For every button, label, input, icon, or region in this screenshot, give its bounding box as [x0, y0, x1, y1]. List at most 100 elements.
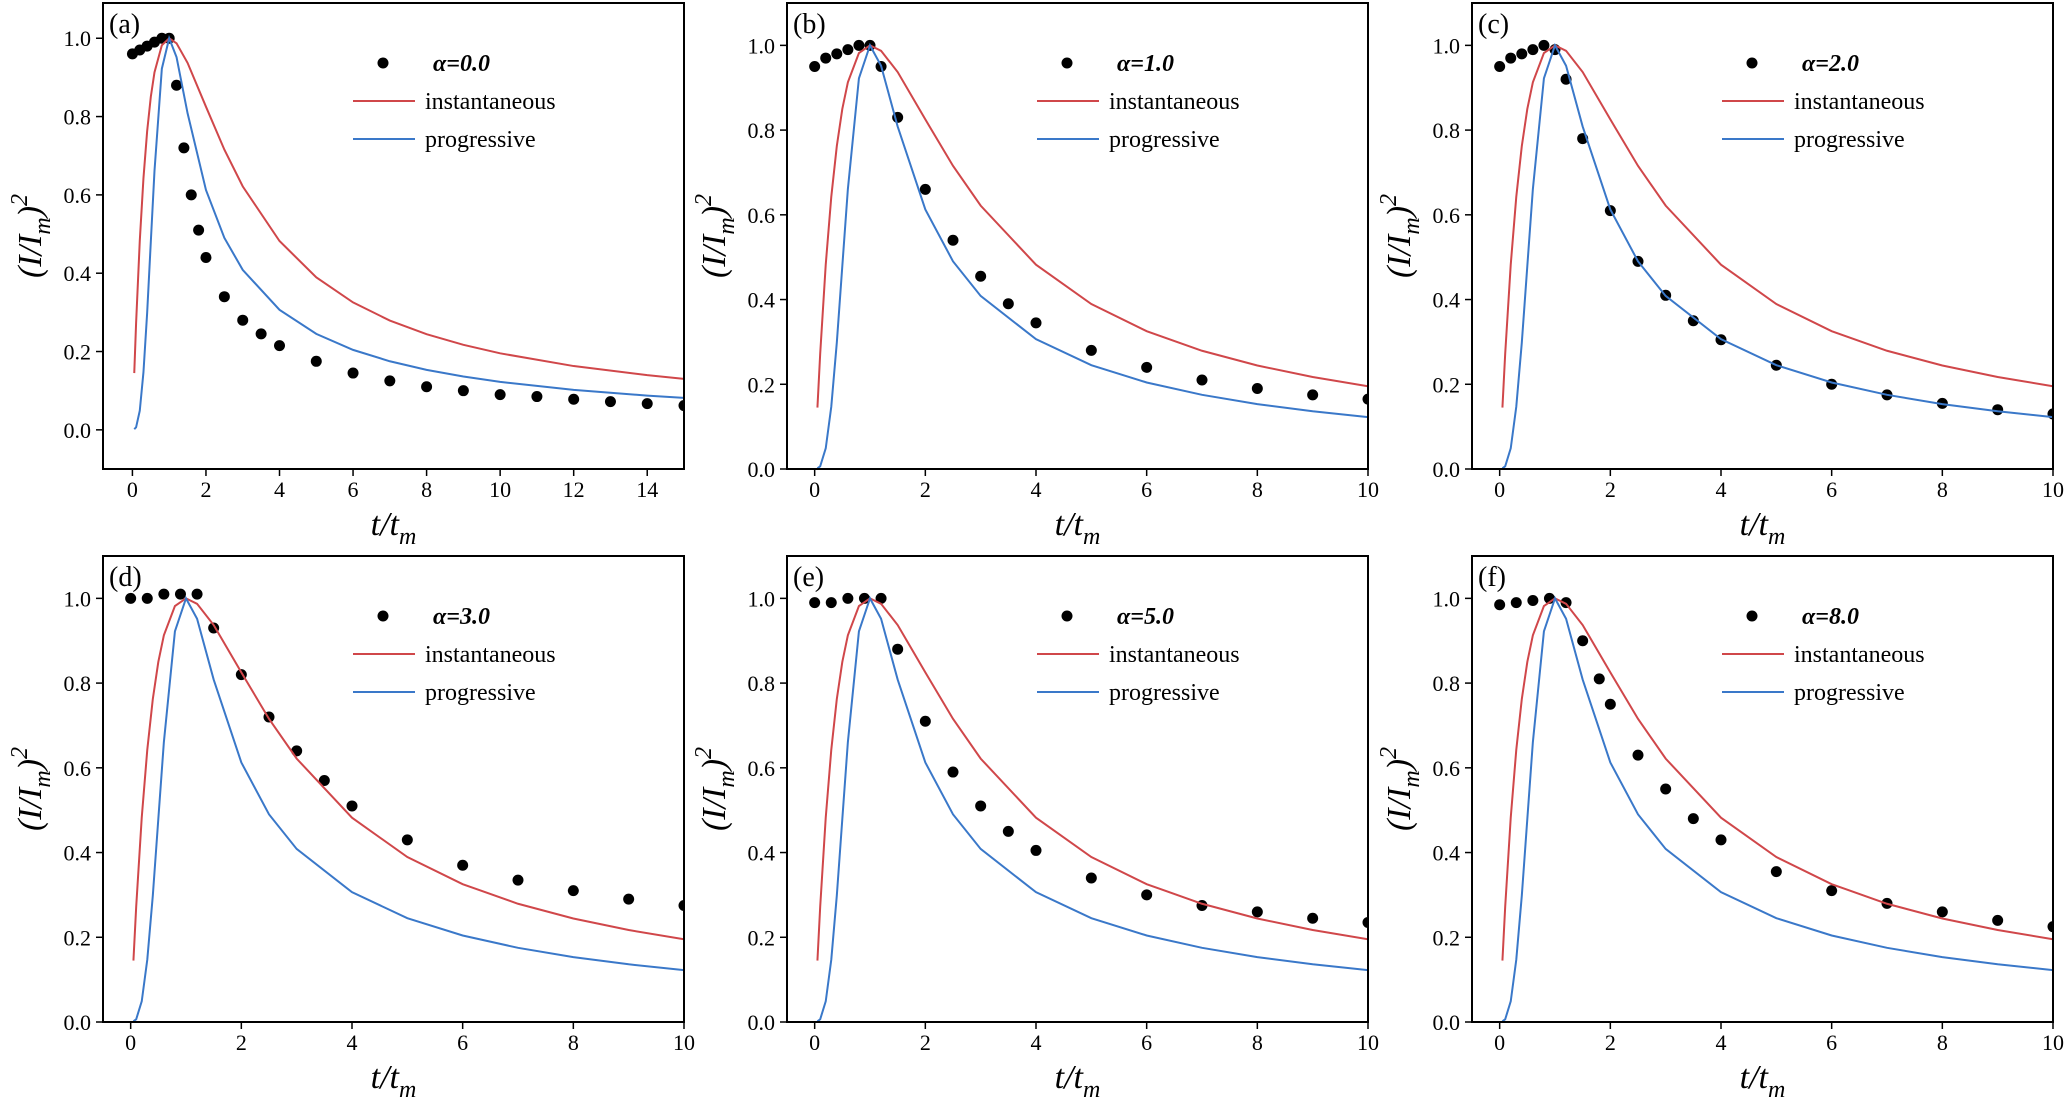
data-point: [1494, 599, 1506, 611]
data-point: [1307, 389, 1319, 401]
data-point: [1505, 52, 1517, 64]
x-tick-label: 6: [1141, 1030, 1152, 1055]
x-axis-label-sub: m: [1083, 1077, 1100, 1099]
x-tick-label: 0: [1494, 1030, 1505, 1055]
legend-label: α=8.0: [1802, 604, 1859, 630]
y-tick-label: 0.0: [64, 1010, 92, 1035]
panel-label: (d): [109, 562, 142, 593]
data-point: [1770, 866, 1782, 878]
legend-label: α=3.0: [433, 604, 490, 630]
data-point: [623, 893, 635, 905]
x-tick-label: 6: [348, 477, 359, 502]
y-axis-label-close: ): [12, 206, 49, 219]
y-tick-label: 0.0: [64, 418, 92, 443]
data-point: [604, 396, 616, 408]
curve: [816, 597, 1368, 961]
x-tick-label: 10: [673, 1030, 695, 1055]
data-point: [842, 44, 854, 56]
data-point: [947, 766, 959, 778]
data-point: [568, 393, 580, 405]
data-point: [193, 224, 205, 236]
curve: [1501, 597, 2053, 961]
y-axis-label-sup: 2: [1376, 747, 1402, 759]
data-point: [158, 588, 170, 600]
x-tick-label: 6: [1826, 1030, 1837, 1055]
data-point: [853, 39, 865, 51]
y-tick-label: 0.6: [1433, 756, 1461, 781]
data-point: [892, 643, 904, 655]
curve: [1501, 44, 2053, 408]
data-point: [1251, 906, 1263, 918]
legend-label: progressive: [1109, 127, 1220, 153]
data-point: [2047, 921, 2053, 933]
x-tick-label: 8: [1937, 477, 1948, 502]
curve: [816, 44, 1368, 408]
y-tick-label: 1.0: [748, 586, 776, 611]
legend-label: instantaneous: [1109, 642, 1240, 668]
x-tick-label: 0: [125, 1030, 136, 1055]
x-tick-label: 4: [1031, 1030, 1042, 1055]
data-point: [975, 270, 987, 282]
x-tick-label: 0: [127, 477, 138, 502]
x-tick-label: 6: [1141, 477, 1152, 502]
plot-area: [1494, 39, 2053, 469]
data-point: [191, 588, 203, 600]
data-point: [678, 900, 684, 911]
data-point: [1577, 635, 1589, 647]
data-point: [975, 800, 987, 812]
data-point: [1030, 844, 1042, 856]
data-point: [457, 859, 469, 871]
x-tick-label: 10: [2042, 1030, 2064, 1055]
x-axis-label: t/tm: [1055, 506, 1101, 550]
panel: 0 2 4 6 8 100.00.20.40.60.81.0t/tm(I/Im)2(f)α…: [1376, 555, 2064, 1099]
y-tick-label: 0.0: [748, 457, 776, 482]
x-axis-label: t/tm: [371, 506, 417, 550]
y-tick-label: 0.2: [748, 372, 776, 397]
y-axis-label: (I/Im)2: [691, 194, 740, 278]
y-axis-label-main: (I/I: [696, 233, 733, 278]
data-point: [1527, 594, 1539, 606]
legend-label: instantaneous: [425, 642, 556, 668]
data-point: [512, 874, 524, 886]
y-axis-label-close: ): [1381, 759, 1418, 772]
panel-label: (e): [793, 562, 824, 593]
y-axis-label-main: (I/I: [12, 233, 49, 278]
data-point: [141, 592, 153, 604]
curve: [1501, 595, 2053, 1022]
y-axis-label: (I/Im)2: [1376, 194, 1425, 278]
data-point: [1715, 834, 1727, 846]
data-point: [567, 885, 579, 897]
curve: [133, 34, 684, 430]
y-axis-label-sup: 2: [691, 747, 717, 759]
data-point: [919, 183, 931, 195]
data-point: [1936, 906, 1948, 918]
data-point: [1085, 872, 1097, 884]
data-point: [494, 389, 506, 401]
data-point: [1516, 48, 1528, 60]
y-tick-label: 1.0: [1433, 33, 1461, 58]
curve: [816, 42, 1368, 469]
x-tick-label: 2: [1605, 1030, 1616, 1055]
data-point: [842, 592, 854, 604]
legend-label: progressive: [425, 680, 536, 706]
panel-label: (a): [109, 9, 140, 40]
y-tick-label: 0.8: [1433, 671, 1461, 696]
panel-label: (c): [1478, 9, 1509, 40]
legend-label: instantaneous: [1109, 89, 1240, 115]
x-tick-label: 0: [809, 477, 820, 502]
y-tick-label: 0.4: [1433, 841, 1461, 866]
y-axis-label-sup: 2: [1376, 194, 1402, 206]
plot-area: [126, 32, 684, 430]
data-point: [1992, 404, 2004, 416]
x-tick-label: 2: [200, 477, 211, 502]
x-tick-label: 8: [1937, 1030, 1948, 1055]
data-point: [1687, 813, 1699, 825]
x-axis-label-sub: m: [1768, 524, 1785, 550]
data-point: [178, 142, 190, 154]
data-point: [200, 252, 212, 264]
data-point: [1362, 393, 1368, 405]
x-tick-label: 4: [274, 477, 285, 502]
x-axis-label-main: t/t: [1055, 506, 1085, 543]
plot-area: [809, 39, 1368, 469]
